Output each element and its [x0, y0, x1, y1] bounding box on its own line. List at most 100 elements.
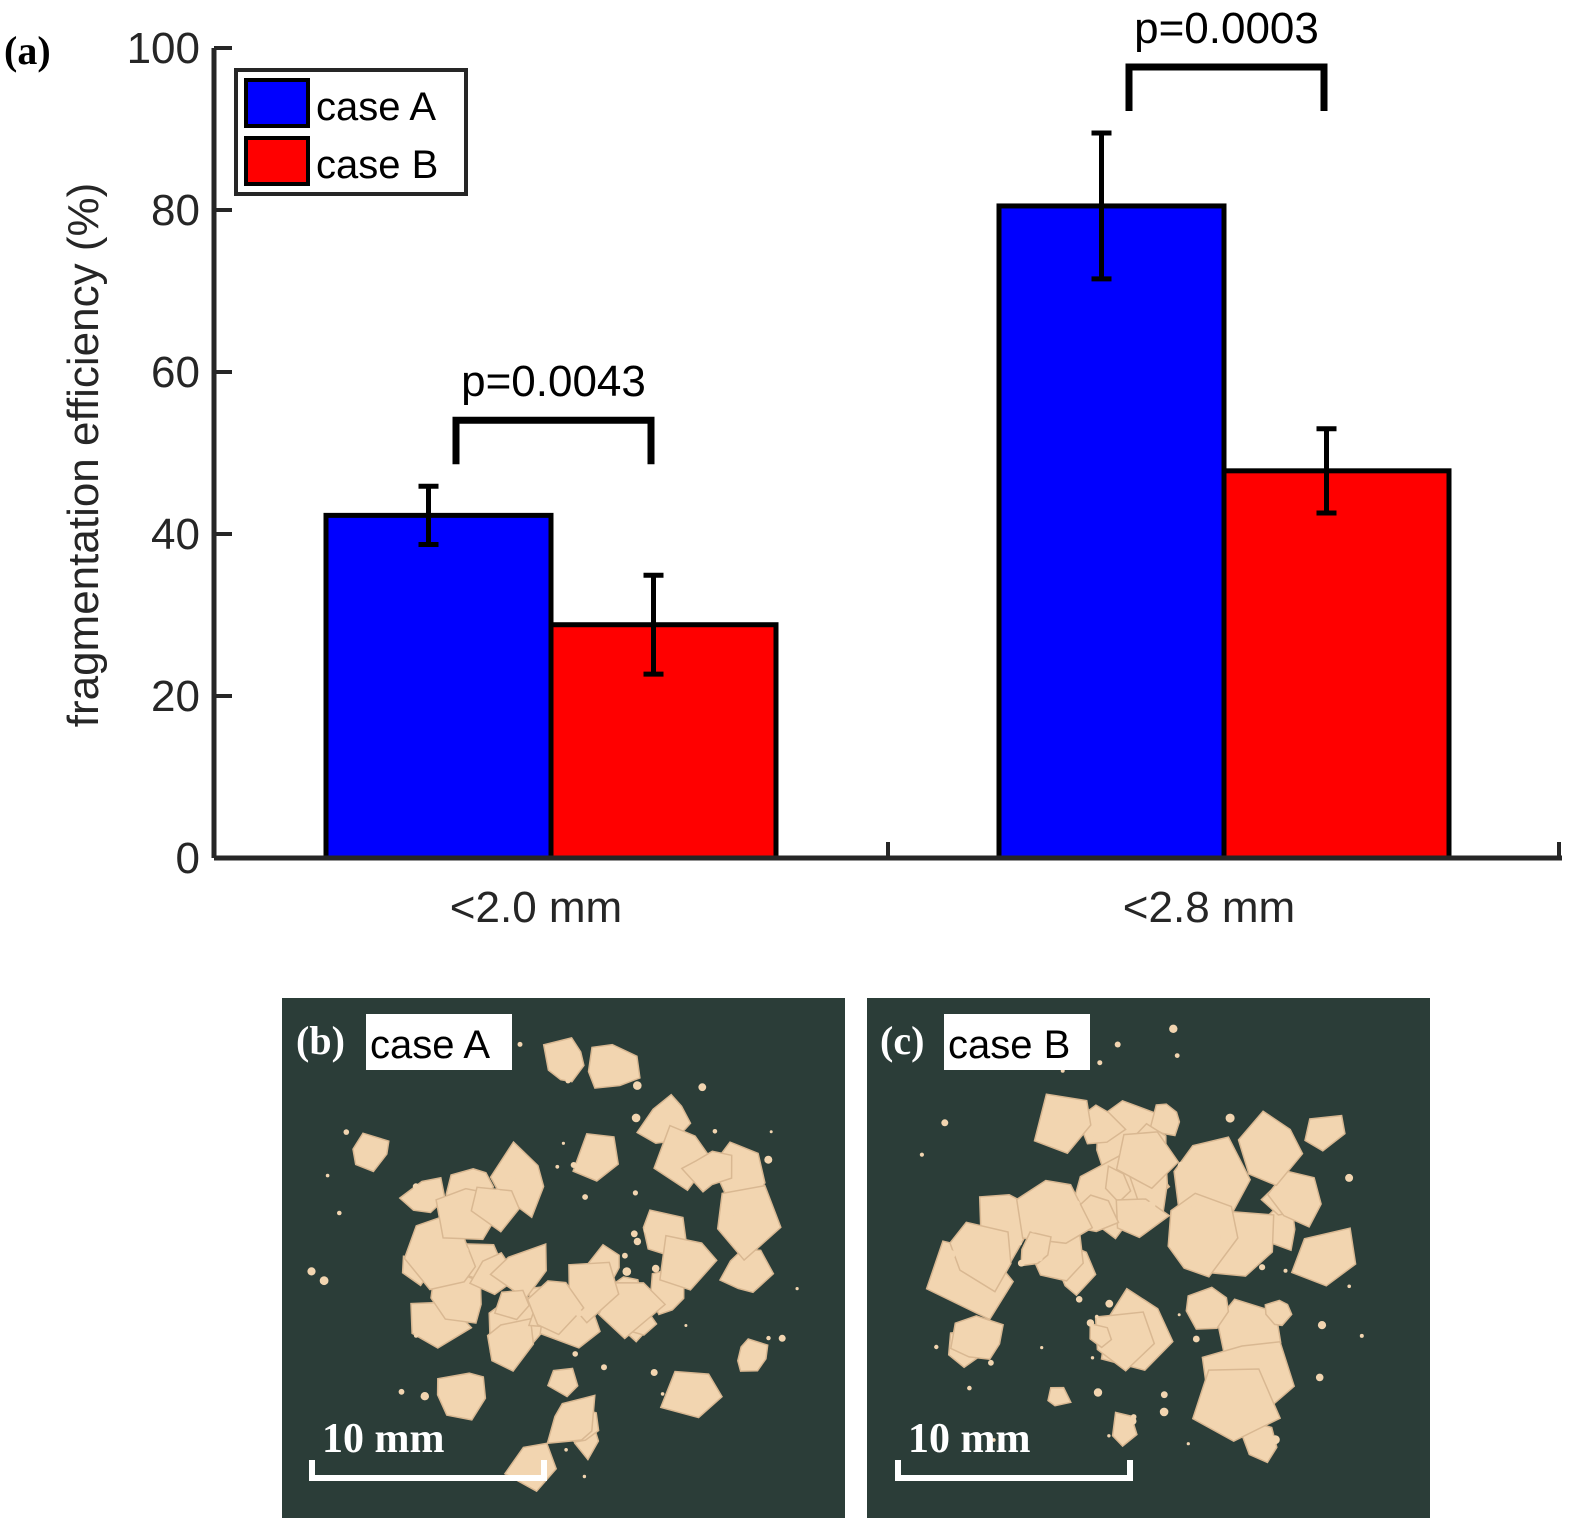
legend-swatch-case-a	[244, 78, 310, 128]
bar-case-b-0	[548, 622, 779, 861]
stone-dust	[1095, 1314, 1099, 1319]
stone-dust	[572, 1351, 578, 1357]
stone-dust	[412, 1183, 419, 1190]
scale-bar-b	[309, 1460, 547, 1481]
stone-dust	[650, 1369, 658, 1376]
stone-dust	[1097, 1060, 1103, 1066]
stone-dust	[1347, 1284, 1351, 1289]
stone-dust	[493, 1189, 502, 1199]
photo-panel-c: (c) case B 10 mm	[867, 998, 1430, 1518]
stone-dust	[726, 1208, 735, 1217]
stone-fragment	[572, 1132, 620, 1182]
stone-fragment	[1020, 1231, 1052, 1267]
stone-dust	[733, 1261, 742, 1269]
chart-marks: p=0.0043 p=0.0003	[323, 4, 1452, 861]
stone-dust	[461, 1247, 469, 1254]
stone-dust	[1283, 1268, 1288, 1273]
stone-fragment	[436, 1372, 487, 1421]
stone-dust	[1017, 1259, 1025, 1267]
y-tick-label: 20	[151, 672, 200, 721]
stone-dust	[633, 1081, 642, 1090]
stone-dust	[1090, 1356, 1095, 1360]
stone-dust	[570, 1162, 577, 1168]
stone-fragment	[716, 1184, 782, 1262]
stone-dust	[1191, 1205, 1196, 1211]
stone-dust	[622, 1252, 628, 1259]
significance-bracket	[1125, 63, 1328, 112]
y-axis-label: fragmentation efficiency (%)	[59, 183, 108, 728]
stone-dust	[1146, 1201, 1156, 1210]
caption-b: case A	[370, 1023, 490, 1067]
stone-dust	[1018, 1241, 1022, 1246]
bar-case-a-1	[996, 203, 1227, 861]
stone-fragment	[718, 1248, 775, 1294]
stone-dust	[1220, 1233, 1229, 1241]
stone-dust	[1128, 1417, 1137, 1425]
stone-dust	[643, 1228, 649, 1233]
stone-dust	[555, 1164, 560, 1169]
stone-dust	[934, 1344, 939, 1350]
stone-dust	[1088, 1135, 1094, 1140]
caption-box-c	[944, 1014, 1090, 1070]
stone-fragment	[526, 1280, 585, 1336]
stone-fragment	[659, 1234, 718, 1291]
legend-label-case-b: case B	[316, 143, 438, 187]
bar-case-b-1	[1221, 468, 1452, 861]
stone-dust	[398, 1388, 405, 1395]
stone-dust	[413, 1333, 419, 1338]
stone-dust	[1197, 1223, 1201, 1226]
y-tick-label: 40	[151, 510, 200, 559]
y-tick-label: 60	[151, 348, 200, 397]
stone-dust	[1107, 1434, 1111, 1438]
stone-dust	[1186, 1442, 1190, 1446]
stone-dust	[495, 1269, 504, 1278]
stone-dust	[1160, 1391, 1168, 1399]
panel-label-c: (c)	[880, 1018, 924, 1063]
significance-label: p=0.0003	[1134, 4, 1319, 53]
stone-dust	[1359, 1333, 1364, 1338]
legend-swatch-case-b	[244, 136, 310, 186]
stone-dust	[1317, 1321, 1327, 1330]
stone-fragment	[680, 1150, 733, 1193]
stone-dust	[766, 1335, 771, 1341]
photo-panels: (b) case A 10 mm (c) case B 10 mm	[282, 998, 1430, 1518]
stone-dust	[456, 1245, 461, 1250]
stone-dust	[693, 1146, 697, 1151]
stone-dust	[420, 1392, 429, 1401]
stone-dust	[1177, 1313, 1181, 1317]
stone-dust	[364, 1156, 373, 1165]
stone-fragment	[1191, 1368, 1282, 1443]
stone-fragment	[587, 1043, 641, 1089]
stone-fragment	[1264, 1299, 1293, 1327]
stone-dust	[1105, 1299, 1114, 1308]
scale-bar-label-b: 10 mm	[322, 1416, 444, 1462]
significance-bracket	[452, 416, 655, 465]
stone-fragment	[1237, 1110, 1304, 1187]
stone-dust	[1099, 1193, 1105, 1198]
stone-dust	[630, 1230, 638, 1238]
stone-dust	[1315, 1373, 1324, 1382]
stone-dust	[622, 1267, 632, 1276]
stone-dust	[1345, 1173, 1354, 1182]
y-tick-label: 0	[176, 834, 200, 883]
stone-dust	[1225, 1113, 1235, 1123]
stone-dust	[1074, 1200, 1080, 1206]
stone-dust	[941, 1119, 949, 1127]
y-ticks: 0 20 40 60 80 100	[127, 24, 232, 883]
stone-dust	[517, 1041, 523, 1047]
stone-dust	[737, 1155, 742, 1160]
scale-bar-c	[895, 1460, 1133, 1481]
stone-dust	[648, 1116, 652, 1120]
stone-fragment	[489, 1140, 545, 1219]
stone-fragment	[1266, 1170, 1322, 1228]
stone-fragments-b	[307, 1037, 799, 1493]
stone-dust	[1153, 1173, 1158, 1179]
stone-dust	[1209, 1300, 1219, 1310]
stone-dust	[1101, 1215, 1108, 1222]
stone-dust	[975, 1333, 980, 1339]
stone-dust	[307, 1267, 316, 1276]
stone-dust	[1177, 1161, 1185, 1169]
stone-dust	[660, 1392, 665, 1396]
stone-dust	[507, 1176, 517, 1185]
